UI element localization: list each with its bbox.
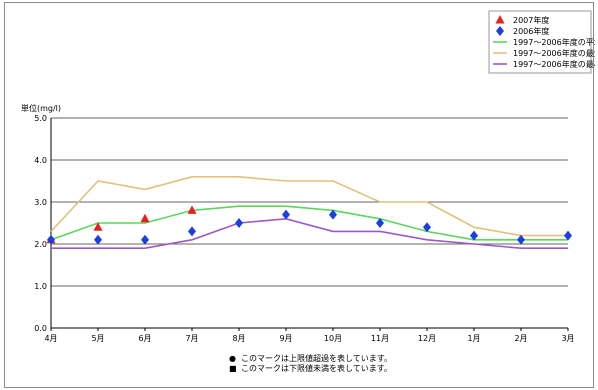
series-0-point-3 (187, 205, 197, 214)
legend-box (488, 10, 592, 74)
legend-label-4: 1997～2006年度の最小 (513, 59, 595, 69)
x-tick-label-9: 1月 (467, 334, 480, 343)
legend-label-1: 2006年度 (513, 26, 549, 36)
series-line-2 (50, 205, 568, 241)
series-1-point-11 (564, 230, 572, 241)
y-tick-label-2: 2.0 (34, 240, 47, 249)
y-tick-label-0: 0.0 (34, 324, 47, 333)
legend-label-2: 1997～2006年度の平均 (513, 37, 595, 47)
x-tick-label-6: 10月 (324, 334, 342, 343)
x-tick-label-5: 9月 (279, 334, 292, 343)
y-tick-label-1: 1.0 (34, 282, 47, 291)
series-1-point-6 (329, 209, 337, 220)
note-text-0: このマークは上限値超過を表しています。 (241, 353, 392, 363)
chart-frame: 単位(mg/l) 0.0 1.0 2.0 3.0 4.0 5.0 4月 5月 6月 7月 8月 9月 1… (4, 2, 595, 388)
series-1-point-4 (235, 218, 243, 228)
y-tick-label-3: 3.0 (34, 198, 47, 207)
series-0-point-2 (140, 213, 150, 223)
note-symbol-0: ● (229, 354, 236, 363)
x-tick-label-11: 3月 (561, 334, 574, 343)
series-line-4 (51, 217, 568, 249)
series-1-point-5 (282, 209, 290, 220)
series-1-point-1 (94, 234, 102, 245)
series-1-point-9 (470, 230, 478, 241)
y-tick-label-4: 4.0 (34, 156, 47, 165)
series-1-point-10 (517, 234, 525, 245)
y-tick-label-5: 5.0 (34, 114, 47, 123)
series-1-point-8 (423, 222, 431, 233)
x-tick-label-8: 12月 (418, 334, 436, 343)
series-1-point-3 (188, 226, 196, 237)
series-1-point-2 (141, 234, 149, 245)
note-symbol-1: ■ (229, 364, 237, 373)
legend-label-0: 2007年度 (513, 15, 549, 25)
legend-swatch-0 (495, 15, 505, 24)
x-tick-label-3: 7月 (185, 334, 198, 343)
series-1-point-7 (376, 218, 384, 228)
legend-label-3: 1997～2006年度の最大 (513, 48, 595, 58)
y-unit-label: 単位(mg/l) (21, 103, 61, 113)
line-chart: 単位(mg/l) 0.0 1.0 2.0 3.0 4.0 5.0 4月 5月 6月 7月 8月 9月 1… (21, 10, 595, 373)
series-0-point-1 (93, 222, 103, 231)
x-tick-label-2: 6月 (138, 334, 151, 343)
legend-swatch-1 (496, 26, 504, 36)
x-tick-label-0: 4月 (44, 334, 57, 343)
note-text-1: このマークは下限値未満を表しています。 (241, 363, 392, 373)
x-tick-label-7: 11月 (371, 334, 389, 343)
x-tick-label-10: 2月 (514, 334, 527, 343)
x-tick-label-1: 5月 (91, 334, 104, 343)
series-1-point-0 (47, 234, 55, 245)
x-tick-label-4: 8月 (232, 334, 245, 343)
series-line-3 (50, 176, 568, 237)
